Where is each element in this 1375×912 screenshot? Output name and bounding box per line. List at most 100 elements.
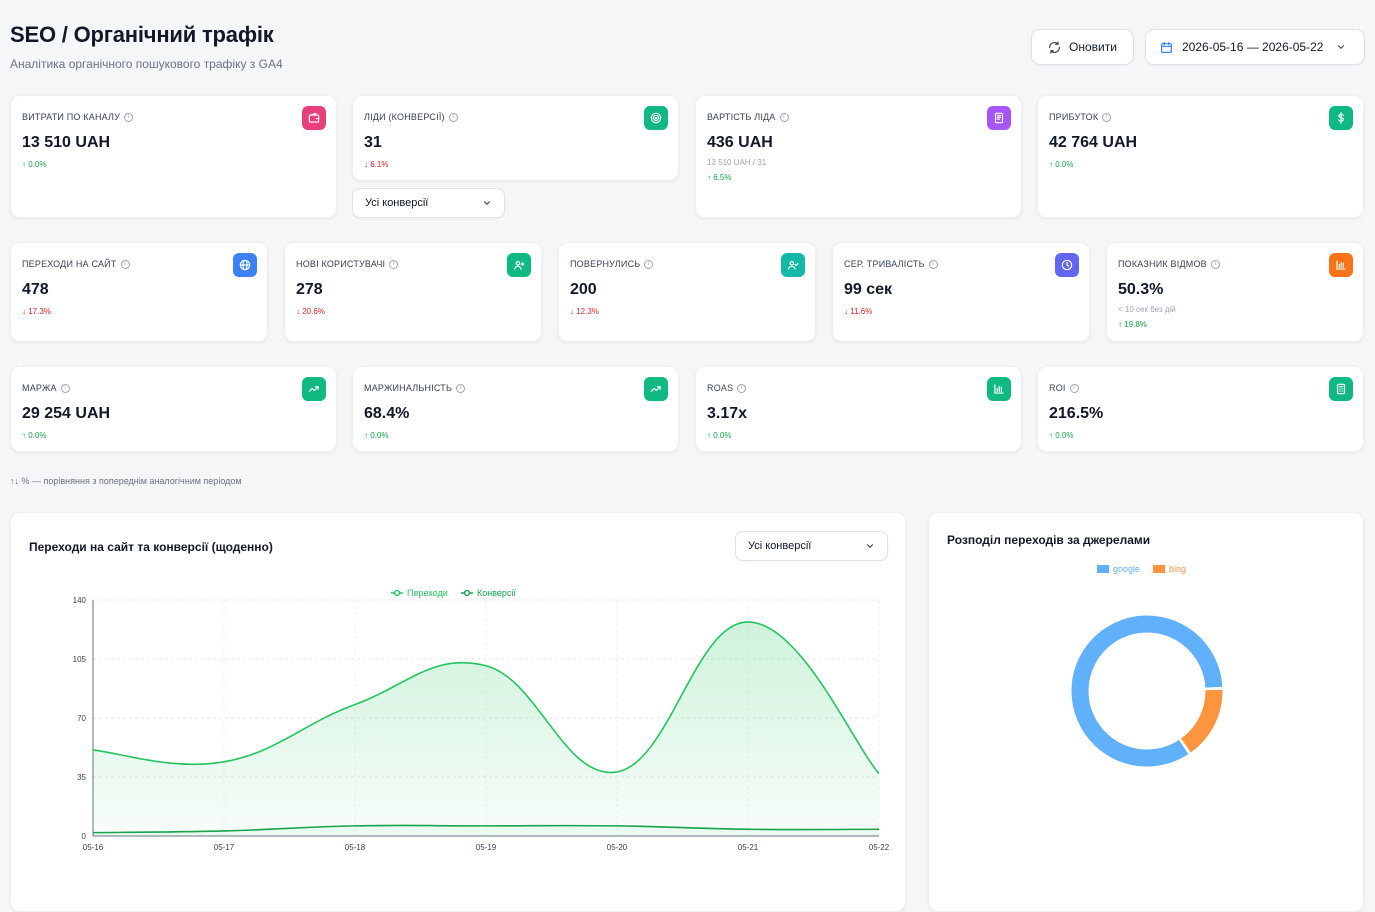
kpi-label: ROI	[1049, 383, 1066, 393]
globe-icon	[233, 253, 257, 277]
kpi-label: ПОКАЗНИК ВІДМОВ	[1118, 259, 1207, 269]
refresh-icon	[1049, 40, 1060, 54]
comparison-note: ↑↓ % — порівняння з попереднім аналогічн…	[10, 476, 242, 486]
kpi-card: МАРЖА i 29 254 UAH ↑ 0.0%	[10, 366, 337, 452]
daily-chart-panel: Переходи на сайт та конверсії (щоденно) …	[10, 512, 906, 912]
legend-label: google	[1113, 564, 1140, 574]
info-icon[interactable]: i	[448, 112, 458, 122]
kpi-card: МАРЖИНАЛЬНІСТЬ i 68.4% ↑ 0.0%	[352, 366, 679, 452]
series-area-fill	[93, 621, 879, 836]
legend-swatch	[1153, 565, 1165, 573]
info-icon[interactable]: i	[389, 259, 399, 269]
kpi-change: ↓ 20.6%	[296, 307, 325, 316]
kpi-value: 200	[570, 281, 597, 298]
bar-chart-icon	[1329, 253, 1353, 277]
y-tick-label: 70	[77, 714, 86, 723]
kpi-value: 3.17x	[707, 405, 748, 422]
refresh-label: Оновити	[1069, 40, 1117, 54]
kpi-card: ВАРТІСТЬ ЛІДА i 436 UAH 13 510 UAH / 31 ↑ 6.…	[695, 95, 1022, 218]
user-plus-icon	[507, 253, 531, 277]
info-icon[interactable]: i	[737, 383, 747, 393]
kpi-value: 478	[22, 281, 49, 298]
info-icon[interactable]: i	[1210, 259, 1220, 269]
daily-line-chart: 0 35 70 105 140 05-16 05-17 05-18 05-19 05-20 05-2…	[73, 588, 890, 852]
sources-panel: Розподіл переходів за джерелами google bi…	[928, 512, 1364, 912]
legend-marker	[393, 589, 401, 597]
chart-conversions-select-value: Усі конверсії	[748, 540, 812, 552]
kpi-label: НОВІ КОРИСТУВАЧІ	[296, 259, 386, 269]
kpi-label-wrap: СЕР. ТРИВАЛІСТЬ i	[844, 259, 938, 269]
kpi-label: ROAS	[707, 383, 734, 393]
kpi-label-wrap: ВИТРАТИ ПО КАНАЛУ i	[22, 112, 134, 122]
kpi-card: ПОКАЗНИК ВІДМОВ i 50.3% < 10 сек без дій ↑ 1…	[1106, 242, 1364, 342]
kpi-change: ↓ 6.1%	[364, 160, 389, 169]
info-icon[interactable]: i	[1102, 112, 1112, 122]
x-tick-label: 05-20	[607, 843, 628, 852]
daily-chart-title: Переходи на сайт та конверсії (щоденно)	[29, 540, 273, 554]
calculator-icon	[1329, 377, 1353, 401]
kpi-label-wrap: ROAS i	[707, 383, 747, 393]
legend-label: Переходи	[407, 588, 448, 598]
chart-conversions-select[interactable]: Усі конверсії	[735, 531, 888, 561]
trend-up-icon	[644, 377, 668, 401]
conversions-select[interactable]: Усі конверсії	[352, 188, 505, 218]
page-title: SEO / Органічний трафік	[10, 22, 274, 47]
x-tick-label: 05-19	[476, 843, 497, 852]
info-icon[interactable]: i	[928, 259, 938, 269]
wallet-icon	[302, 106, 326, 130]
kpi-label-wrap: ПЕРЕХОДИ НА САЙТ i	[22, 259, 130, 269]
series-line	[92, 621, 880, 775]
kpi-card: ROAS i 3.17x ↑ 0.0%	[695, 366, 1022, 452]
kpi-label-wrap: ПОКАЗНИК ВІДМОВ i	[1118, 259, 1220, 269]
kpi-value: 42 764 UAH	[1049, 134, 1138, 151]
x-tick-label: 05-17	[214, 843, 235, 852]
kpi-label-wrap: ПРИБУТОК i	[1049, 112, 1112, 122]
kpi-card: СЕР. ТРИВАЛІСТЬ i 99 сек ↓ 11.6%	[832, 242, 1090, 342]
kpi-label-wrap: ROI i	[1049, 383, 1079, 393]
info-icon[interactable]: i	[60, 383, 70, 393]
chevron-down-icon	[483, 201, 491, 206]
kpi-label: ВИТРАТИ ПО КАНАЛУ	[22, 112, 121, 122]
info-icon[interactable]: i	[456, 383, 466, 393]
kpi-note: < 10 сек без дій	[1118, 305, 1176, 314]
calendar-icon	[1161, 41, 1172, 53]
legend-marker	[463, 589, 471, 597]
kpi-card: ПОВЕРНУЛИСЬ i 200 ↓ 12.3%	[558, 242, 816, 342]
kpi-value: 436 UAH	[707, 134, 773, 151]
legend-swatch	[1097, 565, 1109, 573]
info-icon[interactable]: i	[1069, 383, 1079, 393]
clock-icon	[1055, 253, 1079, 277]
refresh-button[interactable]: Оновити	[1031, 29, 1134, 65]
kpi-change: ↓ 11.6%	[844, 307, 873, 316]
kpi-value: 68.4%	[364, 405, 410, 422]
info-icon[interactable]: i	[644, 259, 654, 269]
kpi-change: ↑ 0.0%	[1049, 431, 1074, 440]
kpi-label: ЛІДИ (КОНВЕРСІЇ)	[364, 112, 445, 122]
kpi-label-wrap: ВАРТІСТЬ ЛІДА i	[707, 112, 789, 122]
bar-chart-icon	[987, 377, 1011, 401]
target-icon	[644, 106, 668, 130]
kpi-label: ВАРТІСТЬ ЛІДА	[707, 112, 776, 122]
kpi-card: ПЕРЕХОДИ НА САЙТ i 478 ↓ 17.3%	[10, 242, 268, 342]
y-tick-label: 0	[82, 832, 87, 841]
dollar-icon	[1329, 106, 1353, 130]
info-icon[interactable]: i	[120, 259, 130, 269]
kpi-label: ПРИБУТОК	[1049, 112, 1099, 122]
kpi-card: НОВІ КОРИСТУВАЧІ i 278 ↓ 20.6%	[284, 242, 542, 342]
pie-slice-google	[1070, 614, 1224, 768]
kpi-value: 216.5%	[1049, 405, 1104, 422]
pie-slice-bing	[1179, 688, 1224, 754]
user-check-icon	[781, 253, 805, 277]
date-range-label: 2026-05-16 — 2026-05-22	[1182, 40, 1324, 54]
kpi-label-wrap: НОВІ КОРИСТУВАЧІ i	[296, 259, 399, 269]
legend-label: bing	[1169, 564, 1186, 574]
kpi-change: ↑ 6.5%	[707, 173, 732, 182]
kpi-value: 50.3%	[1118, 281, 1164, 298]
info-icon[interactable]: i	[779, 112, 789, 122]
series-line	[92, 824, 880, 834]
kpi-label-wrap: МАРЖИНАЛЬНІСТЬ i	[364, 383, 466, 393]
receipt-icon	[987, 106, 1011, 130]
date-range-picker[interactable]: 2026-05-16 — 2026-05-22	[1145, 29, 1365, 65]
info-icon[interactable]: i	[124, 112, 134, 122]
conversions-select-value: Усі конверсії	[365, 197, 429, 209]
